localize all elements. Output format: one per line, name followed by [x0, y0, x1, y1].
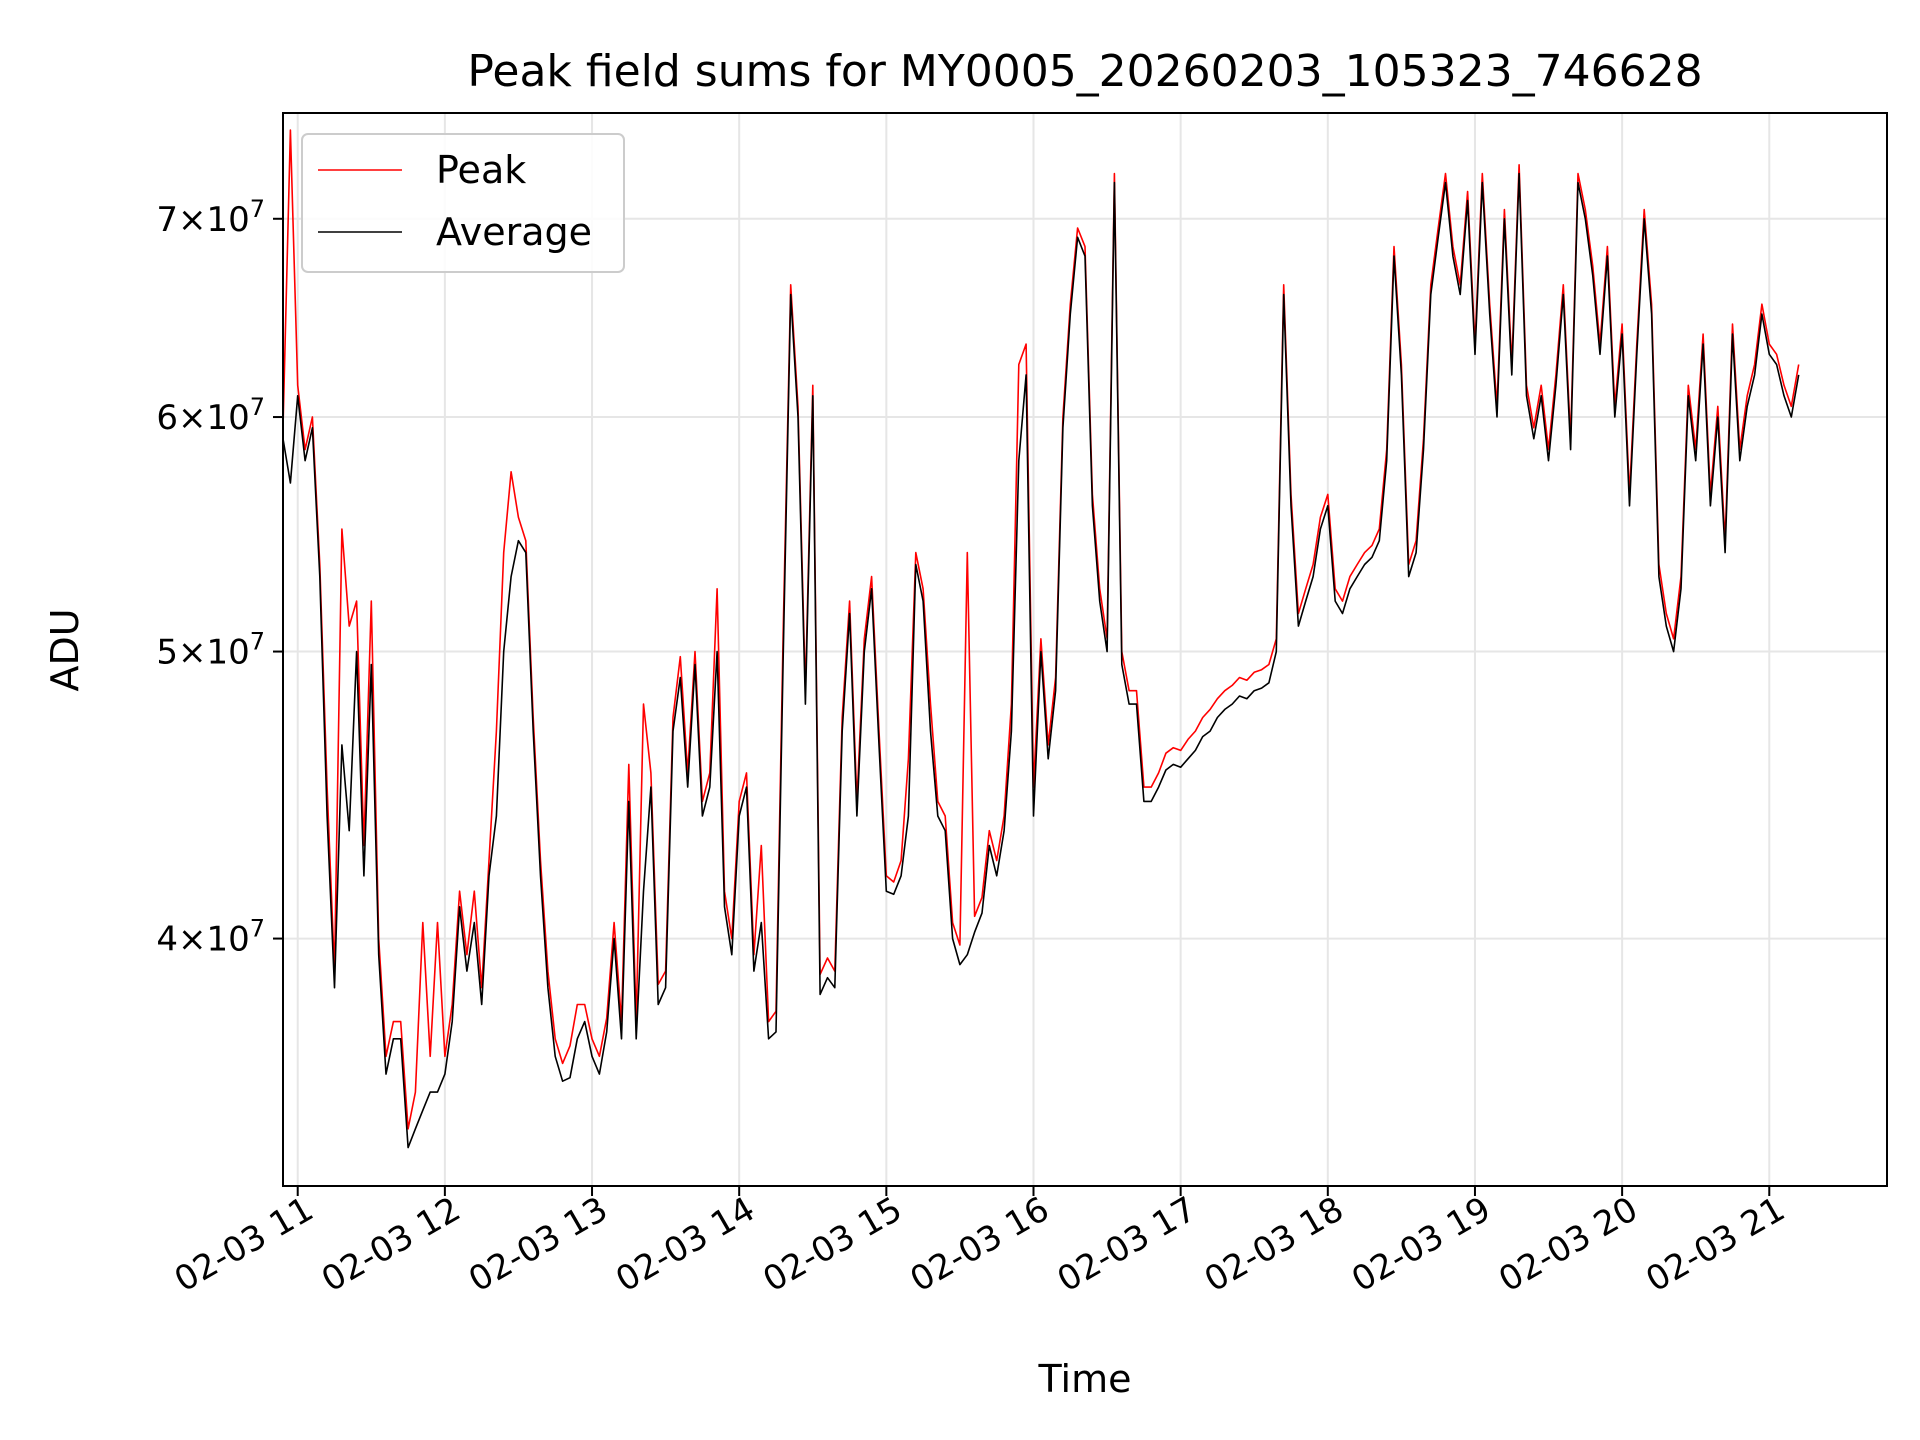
y-tick-label: 6×107 — [156, 393, 265, 438]
legend: Peak Average — [301, 133, 625, 273]
chart-title: Peak field sums for MY0005_20260203_1053… — [467, 46, 1702, 97]
y-tick-label: 7×107 — [156, 195, 265, 240]
legend-label-peak: Peak — [436, 148, 526, 192]
y-axis-label: ADU — [43, 608, 87, 691]
x-axis-label: Time — [1038, 1357, 1132, 1401]
legend-label-average: Average — [436, 210, 592, 254]
plot-area-frame — [282, 112, 1888, 1187]
y-tick-label: 4×107 — [156, 915, 265, 960]
legend-frame — [301, 133, 625, 273]
plot-series-area — [283, 129, 1800, 1149]
grid — [283, 113, 1887, 1186]
series-line-average — [283, 172, 1800, 1149]
y-tick-label: 5×107 — [156, 628, 265, 673]
y-axis: 4×107 5×107 6×107 7×107 — [156, 195, 283, 960]
